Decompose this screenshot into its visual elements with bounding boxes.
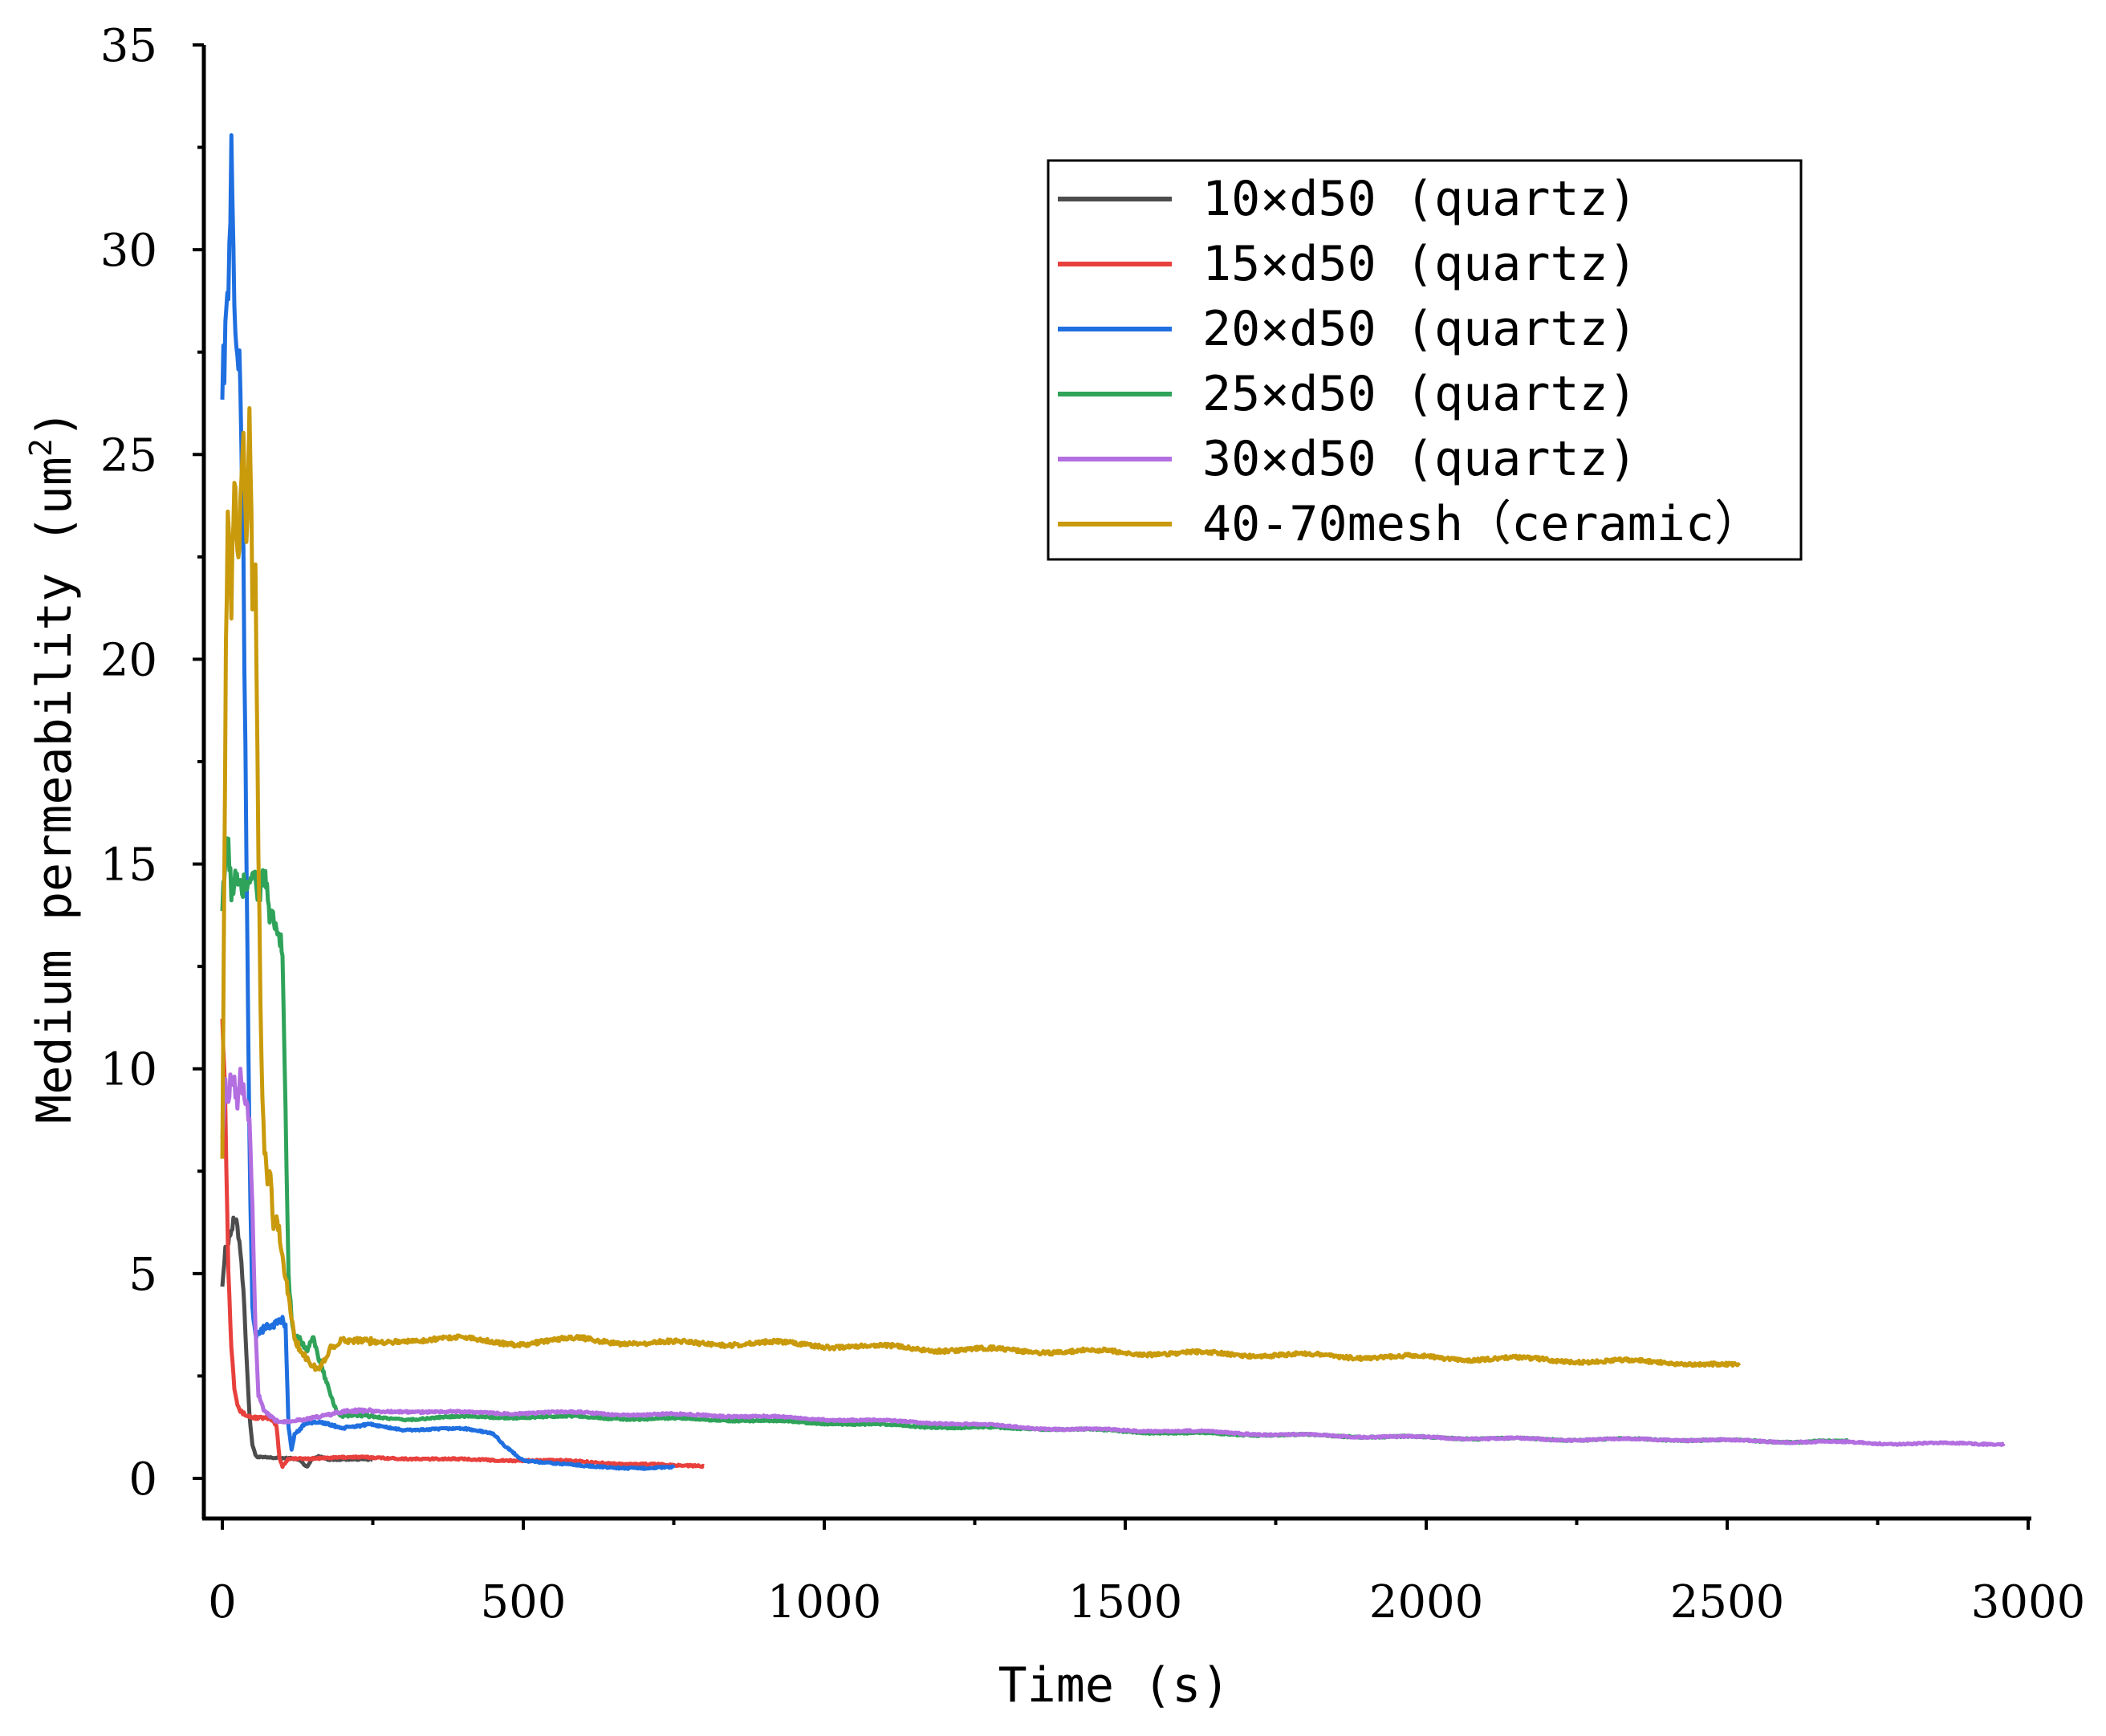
y-axis-title-close: ) [26,409,83,438]
series-line-3 [220,133,676,1471]
series-line-5 [220,1067,2006,1447]
y-tick-label: 0 [128,1453,157,1506]
y-axis-title-main: Medium permeability (um [26,457,83,1124]
y-tick-label: 15 [100,840,157,892]
legend-items: 10×d50 (quartz) 15×d50 (quartz) 20×d50 (qu… [1058,171,1762,552]
y-tick-label: 20 [100,634,157,686]
legend-label: 25×d50 (quartz) [1202,366,1637,422]
x-tick-label: 3000 [1971,1576,2086,1628]
x-tick-label: 1500 [1068,1576,1183,1628]
y-axis-title-sup: 2 [23,438,59,457]
legend-box [1047,159,1803,561]
x-tick-label: 0 [208,1576,237,1628]
y-axis-title: Medium permeability (um2) [23,409,83,1124]
x-tick-label: 500 [481,1576,567,1628]
legend-label: 15×d50 (quartz) [1202,236,1637,292]
x-axis-title: Time (s) [998,1657,1230,1714]
legend-label: 30×d50 (quartz) [1202,431,1637,487]
x-tick-label: 2000 [1369,1576,1484,1628]
legend-label: 20×d50 (quartz) [1202,301,1637,357]
y-tick-label: 35 [100,20,157,72]
series-line-6 [220,406,1742,1372]
legend: 10×d50 (quartz) 15×d50 (quartz) 20×d50 (qu… [1047,159,1803,561]
series-group [220,133,2006,1471]
y-tick-label: 25 [100,429,157,482]
y-tick-label: 30 [100,225,157,277]
ticks-group: 0 500 1000 1500 2000 2500 3000 0 5 10 15 20 25 30 35 [100,20,2086,1628]
y-tick-label: 10 [100,1044,157,1096]
series-line-2 [220,1018,705,1470]
legend-label: 10×d50 (quartz) [1202,171,1637,227]
x-tick-label: 1000 [767,1576,882,1628]
y-tick-label: 5 [128,1249,157,1301]
x-tick-label: 2500 [1670,1576,1785,1628]
legend-label: 40-70mesh（ceramic） [1202,496,1762,552]
